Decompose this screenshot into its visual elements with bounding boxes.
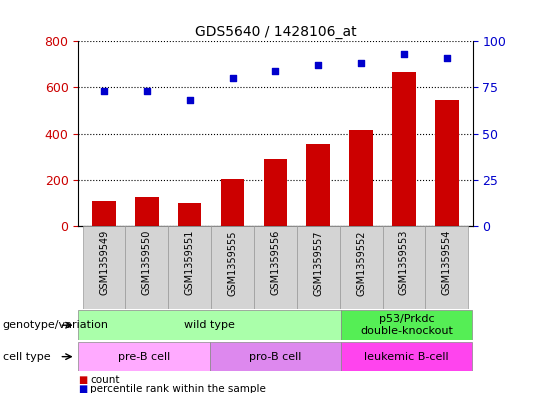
Bar: [178, 203, 201, 226]
Point: [314, 62, 322, 68]
Bar: [168, 226, 211, 309]
Text: GSM1359550: GSM1359550: [142, 230, 152, 296]
Text: GSM1359556: GSM1359556: [271, 230, 280, 296]
Bar: [264, 159, 287, 226]
Point: [442, 55, 451, 61]
Bar: [340, 226, 382, 309]
Bar: [83, 226, 125, 309]
Text: cell type: cell type: [3, 352, 50, 362]
Text: GSM1359555: GSM1359555: [227, 230, 238, 296]
Bar: [435, 100, 458, 226]
Text: leukemic B-cell: leukemic B-cell: [364, 352, 449, 362]
Text: pre-B cell: pre-B cell: [118, 352, 170, 362]
Bar: [349, 130, 373, 226]
Bar: [92, 200, 116, 226]
Text: ■: ■: [78, 375, 87, 385]
Bar: [382, 226, 426, 309]
Bar: [135, 197, 159, 226]
Text: count: count: [90, 375, 120, 385]
Text: GSM1359552: GSM1359552: [356, 230, 366, 296]
Point: [400, 51, 408, 57]
Bar: [211, 226, 254, 309]
Text: p53/Prkdc
double-knockout: p53/Prkdc double-knockout: [360, 314, 453, 336]
Text: GSM1359551: GSM1359551: [185, 230, 195, 296]
Text: percentile rank within the sample: percentile rank within the sample: [90, 384, 266, 393]
Bar: [341, 310, 472, 340]
Point: [100, 88, 109, 94]
Bar: [307, 144, 330, 226]
Point: [185, 97, 194, 103]
Bar: [125, 226, 168, 309]
Title: GDS5640 / 1428106_at: GDS5640 / 1428106_at: [194, 25, 356, 39]
Bar: [210, 342, 341, 371]
Bar: [392, 72, 416, 226]
Point: [357, 60, 366, 66]
Text: pro-B cell: pro-B cell: [249, 352, 301, 362]
Text: GSM1359549: GSM1359549: [99, 230, 109, 296]
Bar: [78, 310, 341, 340]
Point: [271, 68, 280, 74]
Text: GSM1359553: GSM1359553: [399, 230, 409, 296]
Text: GSM1359557: GSM1359557: [313, 230, 323, 296]
Point: [143, 88, 151, 94]
Text: wild type: wild type: [184, 320, 235, 330]
Bar: [426, 226, 468, 309]
Text: GSM1359554: GSM1359554: [442, 230, 452, 296]
Point: [228, 75, 237, 81]
Text: genotype/variation: genotype/variation: [3, 320, 109, 330]
Bar: [254, 226, 297, 309]
Bar: [78, 342, 210, 371]
Text: ■: ■: [78, 384, 87, 393]
Bar: [341, 342, 472, 371]
Bar: [221, 179, 244, 226]
Bar: [297, 226, 340, 309]
